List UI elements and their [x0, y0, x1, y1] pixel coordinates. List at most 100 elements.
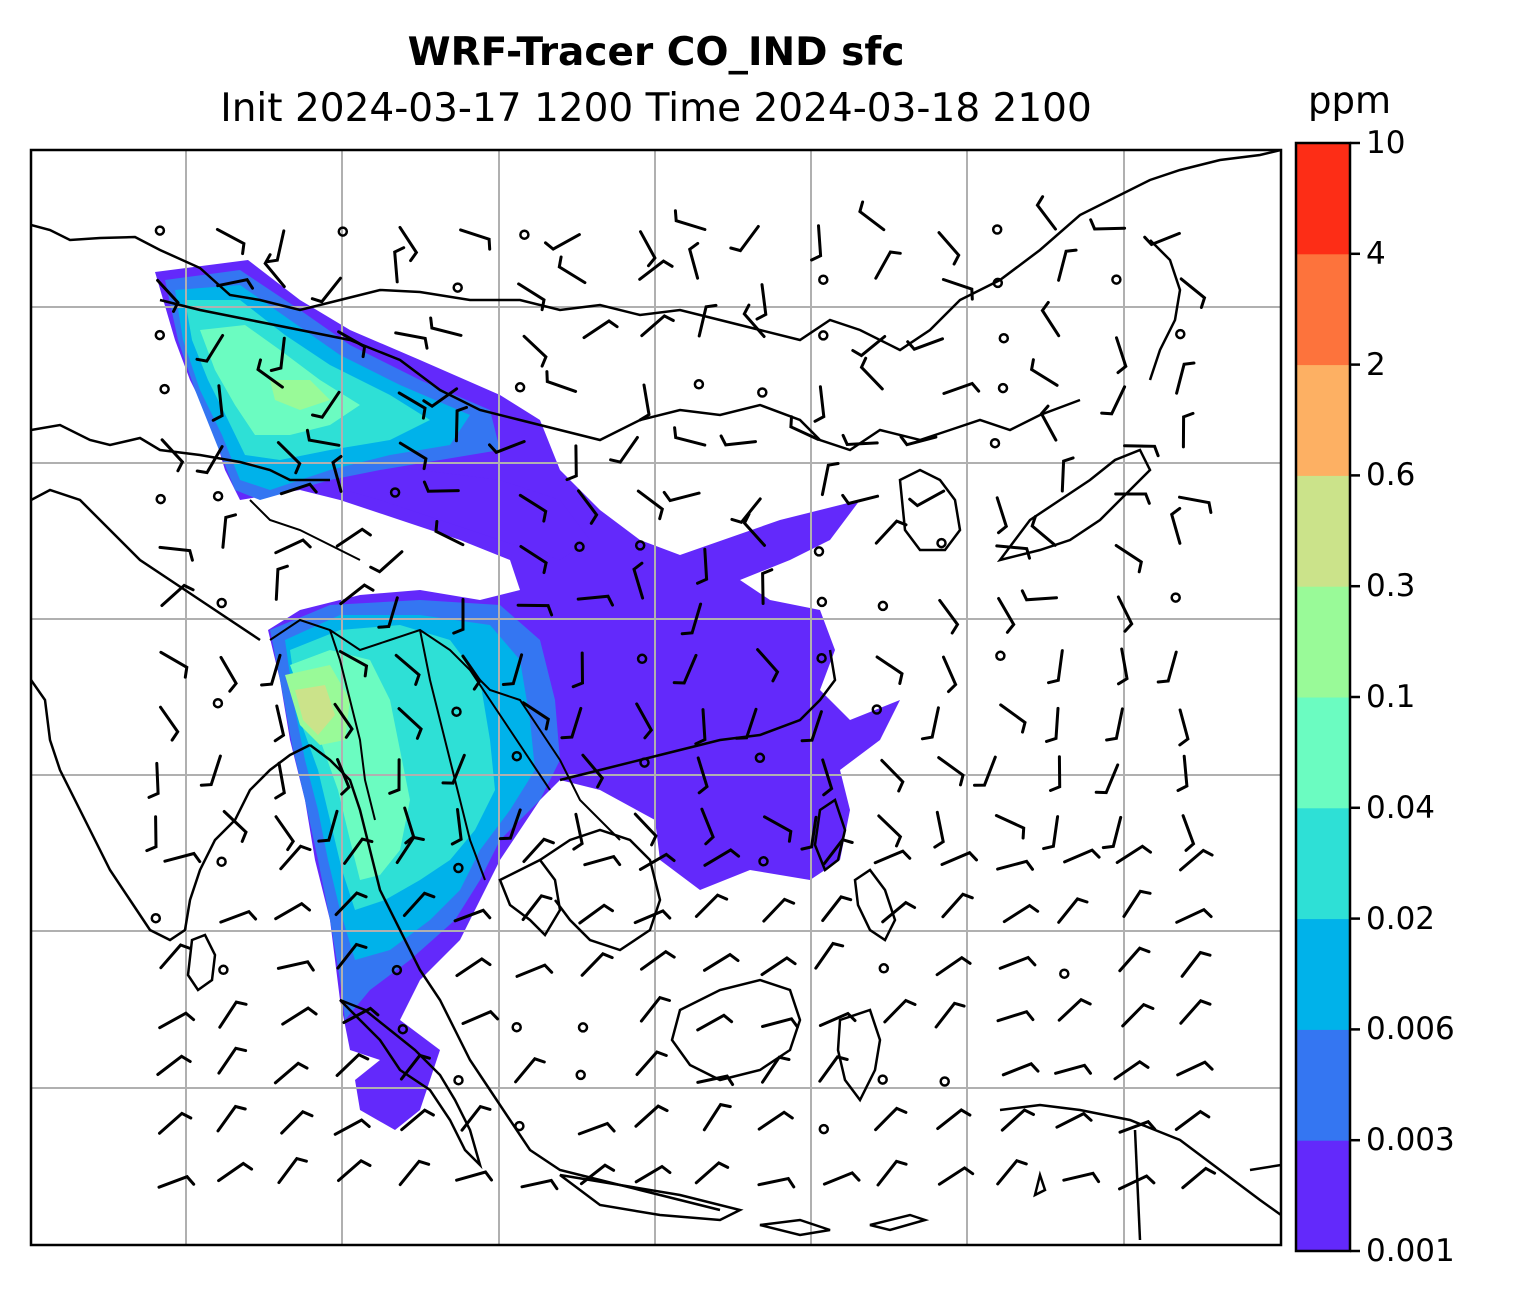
calm-marker [997, 382, 1009, 394]
wind-barb [673, 209, 707, 231]
wind-barb [398, 1159, 431, 1187]
calm-marker [150, 912, 162, 924]
wind-barb [1045, 706, 1060, 743]
wind-barb [1089, 218, 1127, 231]
wind-barb [696, 756, 709, 795]
wind-barb [441, 753, 466, 785]
wind-barb [694, 893, 729, 918]
colorbar-units-label: ppm [1308, 79, 1392, 122]
wind-barb [789, 415, 820, 441]
wind-barb [1118, 1119, 1157, 1134]
wind-barb [937, 756, 965, 787]
wind-barb [453, 908, 492, 923]
colorbar-bin-7 [1296, 364, 1350, 476]
calm-marker [754, 752, 766, 764]
wind-barb [333, 1118, 371, 1136]
wind-barb [160, 438, 185, 473]
colorbar-tick-label: 0.006 [1366, 1011, 1455, 1048]
wind-barb [821, 895, 853, 923]
wind-barb [159, 650, 189, 679]
wind-barb [742, 303, 766, 338]
calm-marker [453, 1074, 464, 1086]
wind-barb [874, 1106, 908, 1132]
wind-barb [858, 200, 886, 232]
wind-barb [996, 1158, 1028, 1186]
wind-barb [156, 1054, 192, 1076]
wind-barb [156, 278, 180, 313]
wind-barb [1054, 1063, 1092, 1075]
wind-barb [577, 489, 599, 525]
wind-barb [400, 1108, 435, 1132]
wind-barb [399, 1053, 431, 1081]
wind-barb [1118, 946, 1151, 973]
wind-barb [163, 851, 202, 864]
wind-barb [1156, 650, 1178, 684]
calm-marker [1111, 274, 1122, 285]
wind-barb [452, 597, 465, 635]
wind-barb [638, 383, 651, 422]
wind-barb [581, 753, 605, 789]
wind-barb [1002, 903, 1040, 924]
wind-barb [333, 702, 354, 739]
wind-barb [195, 445, 224, 475]
wind-barb [388, 758, 401, 795]
wind-barb [195, 334, 225, 363]
wind-barb [942, 381, 981, 395]
wind-barb [147, 761, 160, 799]
wind-barb [583, 854, 622, 867]
wind-barb [696, 547, 709, 585]
wind-barb [1062, 1171, 1101, 1184]
wind-barb [1115, 336, 1128, 375]
wind-barb [1001, 1062, 1040, 1077]
wind-barb [158, 1111, 193, 1135]
map-frame [29, 148, 1283, 1247]
wind-barb [938, 598, 960, 635]
wind-barbs [145, 195, 1217, 1191]
wind-barb [521, 701, 550, 731]
wind-barb [756, 648, 780, 683]
calm-marker [636, 653, 648, 665]
wind-barb [157, 1174, 196, 1189]
wind-barb [875, 655, 904, 685]
wind-barb [1113, 1059, 1150, 1081]
wind-barb [455, 1170, 493, 1182]
wind-barb [1020, 589, 1058, 602]
calm-marker [818, 1123, 830, 1135]
calm-marker [936, 537, 947, 549]
wind-barb [703, 952, 740, 972]
calm-marker [816, 652, 827, 664]
wind-barb [336, 942, 368, 970]
wind-barb [999, 703, 1027, 734]
plot-title-line2: Init 2024-03-17 1200 Time 2024-03-18 210… [220, 86, 1092, 131]
calm-marker [575, 1069, 586, 1081]
wind-barb [331, 455, 343, 493]
wind-barb [579, 1163, 616, 1186]
wind-barb [1118, 1174, 1156, 1191]
wind-barb [337, 1158, 372, 1182]
wind-barb [398, 441, 428, 471]
wind-barb [1181, 1166, 1217, 1190]
wind-barb [635, 702, 654, 740]
wind-barb [729, 225, 760, 253]
wind-barb [269, 336, 286, 372]
wind-barb [317, 809, 339, 843]
colorbar-tick-label: 0.003 [1366, 1122, 1455, 1159]
colorbar-tick-label: 2 [1366, 346, 1386, 383]
calm-marker [511, 750, 523, 762]
wind-barb [719, 434, 757, 447]
wind-barb [273, 704, 286, 743]
wind-barb [1029, 358, 1059, 387]
wind-barb [398, 225, 419, 263]
wind-barb [851, 335, 887, 358]
wind-barb [1176, 1060, 1214, 1077]
calm-marker [154, 329, 166, 341]
wind-barb [730, 497, 762, 525]
calm-marker [813, 546, 825, 557]
wind-barb [761, 1055, 791, 1084]
wind-barb [377, 596, 399, 629]
wind-barb [820, 462, 840, 497]
wind-barb [217, 1046, 248, 1075]
wind-barb [159, 705, 180, 742]
wind-barb [274, 761, 286, 800]
wind-barb [1100, 385, 1127, 416]
